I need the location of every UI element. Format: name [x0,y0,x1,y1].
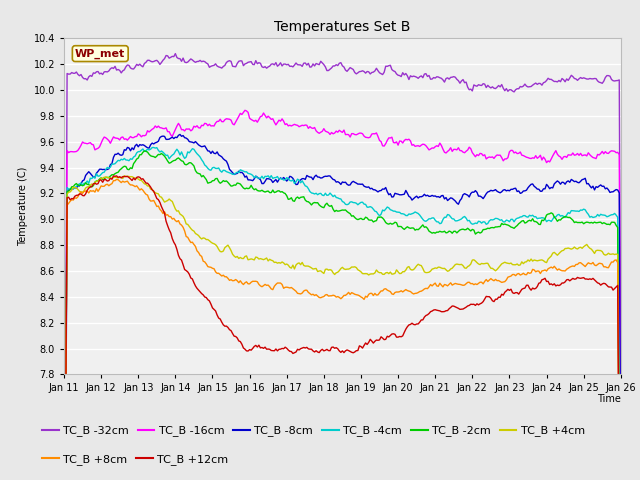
TC_B -4cm [150,144,157,150]
TC_B -4cm [379,207,387,213]
TC_B -32cm [617,402,625,408]
TC_B -4cm [397,211,405,216]
TC_B -8cm [550,181,558,187]
TC_B +8cm [379,288,387,294]
TC_B +8cm [410,291,417,297]
Line: TC_B -32cm: TC_B -32cm [64,54,621,480]
Line: TC_B +12cm: TC_B +12cm [64,176,621,480]
TC_B +8cm [113,177,120,182]
TC_B +4cm [410,267,417,273]
TC_B -8cm [410,196,417,202]
TC_B -32cm [172,51,179,57]
TC_B -16cm [410,142,417,147]
TC_B +4cm [120,173,128,179]
TC_B -16cm [397,138,405,144]
TC_B +4cm [76,189,83,194]
TC_B -2cm [397,224,405,229]
TC_B -16cm [76,145,83,151]
TC_B +4cm [397,271,405,276]
TC_B +12cm [550,281,558,287]
TC_B -2cm [379,215,387,221]
TC_B +12cm [76,191,83,197]
Line: TC_B -2cm: TC_B -2cm [64,151,621,480]
TC_B -32cm [397,74,405,80]
TC_B -8cm [76,183,83,189]
TC_B +8cm [550,264,558,269]
TC_B +8cm [165,214,173,219]
TC_B -2cm [141,148,148,154]
Line: TC_B -16cm: TC_B -16cm [64,110,621,480]
TC_B +12cm [379,335,387,341]
TC_B -16cm [617,459,625,465]
TC_B -2cm [550,214,558,220]
TC_B -8cm [379,186,387,192]
TC_B -4cm [76,181,83,187]
TC_B -16cm [241,108,249,113]
Text: WP_met: WP_met [75,48,125,59]
TC_B +4cm [550,250,558,255]
Legend: TC_B -32cm, TC_B -16cm, TC_B -8cm, TC_B -4cm, TC_B -2cm, TC_B +4cm: TC_B -32cm, TC_B -16cm, TC_B -8cm, TC_B … [38,421,589,441]
TC_B -4cm [550,214,558,219]
TC_B -4cm [165,156,173,162]
TC_B +12cm [165,227,173,233]
Line: TC_B +4cm: TC_B +4cm [64,176,621,480]
Text: Time: Time [597,394,621,404]
TC_B -32cm [410,73,417,79]
TC_B -2cm [76,183,83,189]
TC_B +12cm [410,322,417,327]
TC_B +12cm [113,173,120,179]
Line: TC_B -4cm: TC_B -4cm [64,147,621,480]
TC_B -8cm [397,192,405,198]
TC_B +8cm [76,191,83,197]
Line: TC_B -8cm: TC_B -8cm [64,134,621,480]
TC_B -32cm [550,79,558,84]
TC_B +8cm [397,288,405,294]
TC_B -16cm [379,143,387,149]
TC_B +4cm [165,196,173,202]
Title: Temperatures Set B: Temperatures Set B [274,21,411,35]
Y-axis label: Temperature (C): Temperature (C) [18,167,28,246]
TC_B -16cm [550,150,558,156]
TC_B -8cm [176,132,184,137]
TC_B -32cm [76,73,83,79]
Line: TC_B +8cm: TC_B +8cm [64,180,621,480]
TC_B +4cm [379,271,387,277]
Legend: TC_B +8cm, TC_B +12cm: TC_B +8cm, TC_B +12cm [38,450,233,469]
TC_B -8cm [164,136,172,142]
TC_B -32cm [164,53,172,59]
TC_B -2cm [165,160,173,166]
TC_B -16cm [164,129,172,134]
TC_B +12cm [397,334,405,340]
TC_B -4cm [410,210,417,216]
TC_B -32cm [379,72,387,77]
TC_B -2cm [410,225,417,231]
